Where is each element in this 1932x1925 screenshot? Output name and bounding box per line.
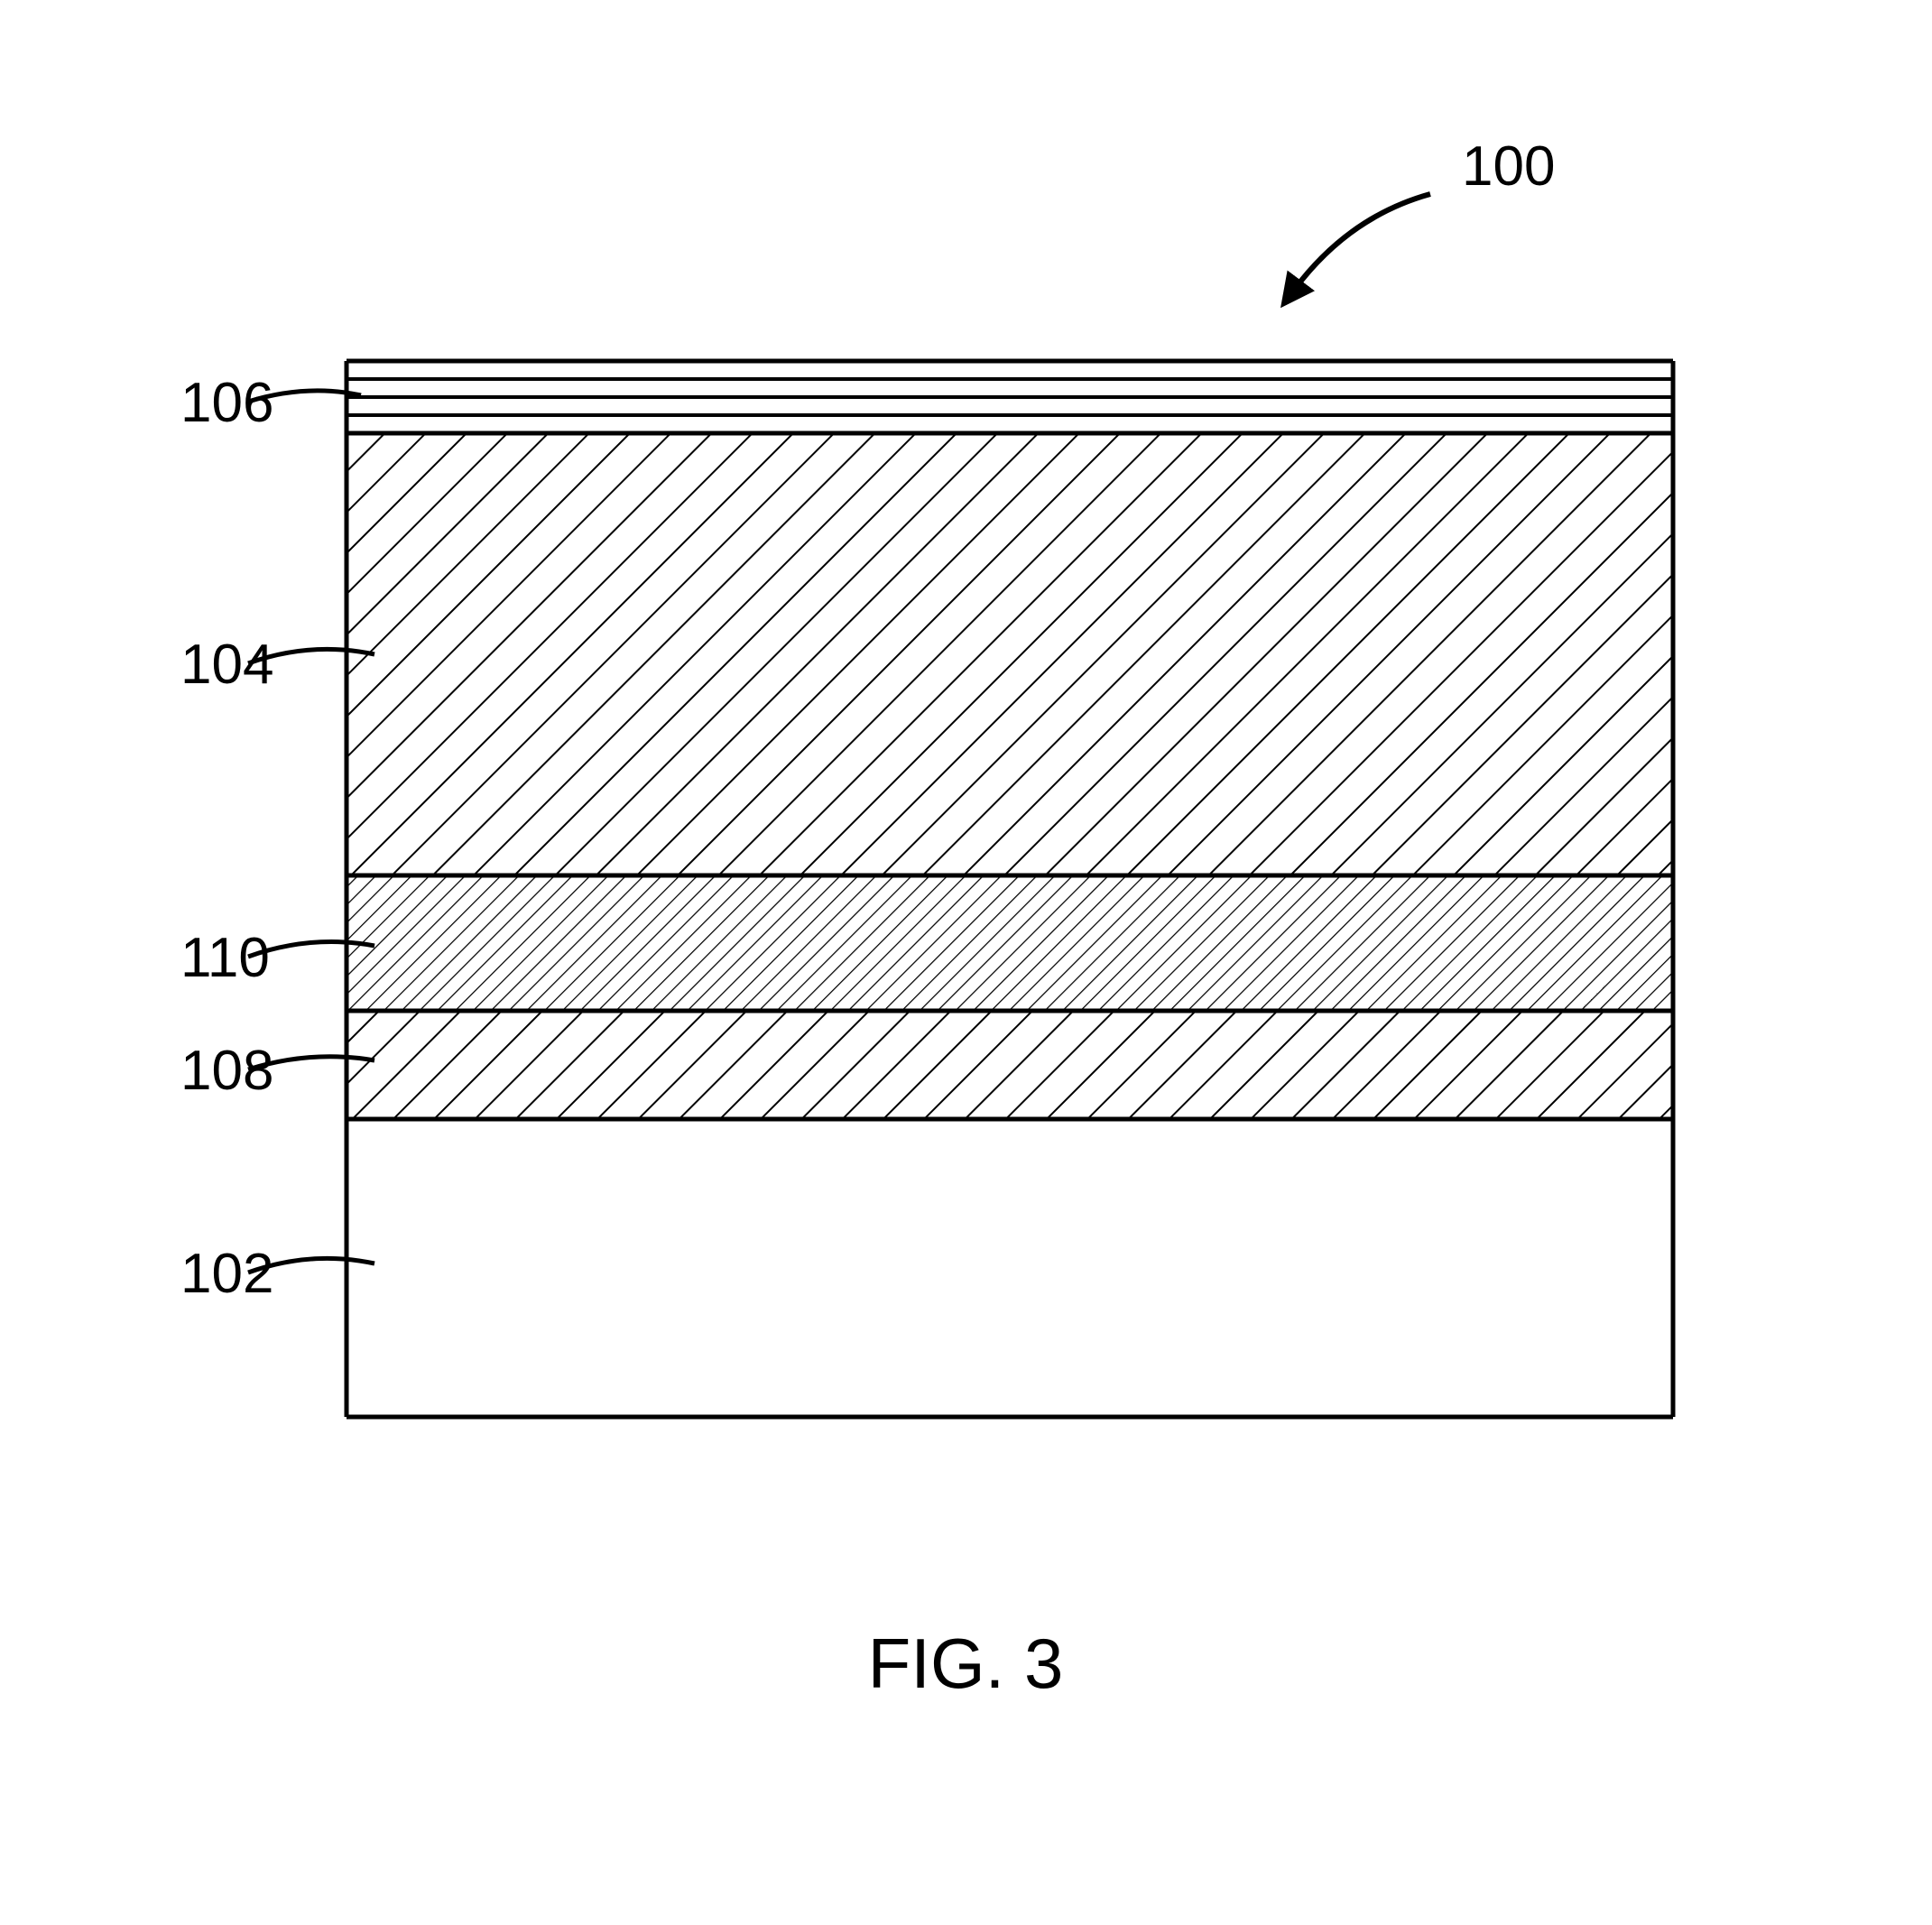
layer-104	[347, 433, 1673, 875]
callout-label: 110	[180, 927, 270, 989]
callout-label: 104	[180, 634, 273, 696]
callout-label: 106	[180, 372, 273, 434]
layer-108	[347, 1011, 1673, 1119]
layer-stack	[347, 361, 1673, 1417]
callout-label: 102	[180, 1243, 273, 1305]
reference-arrow	[1295, 194, 1430, 289]
figure-caption: FIG. 3	[868, 1624, 1064, 1703]
figure-svg: 100 106 104 110 108 102 FIG. 3	[0, 0, 1932, 1925]
reference-label: 100	[1462, 135, 1555, 198]
layer-110	[347, 875, 1673, 1011]
callout-106: 106	[180, 372, 361, 434]
callout-label: 108	[180, 1040, 273, 1102]
